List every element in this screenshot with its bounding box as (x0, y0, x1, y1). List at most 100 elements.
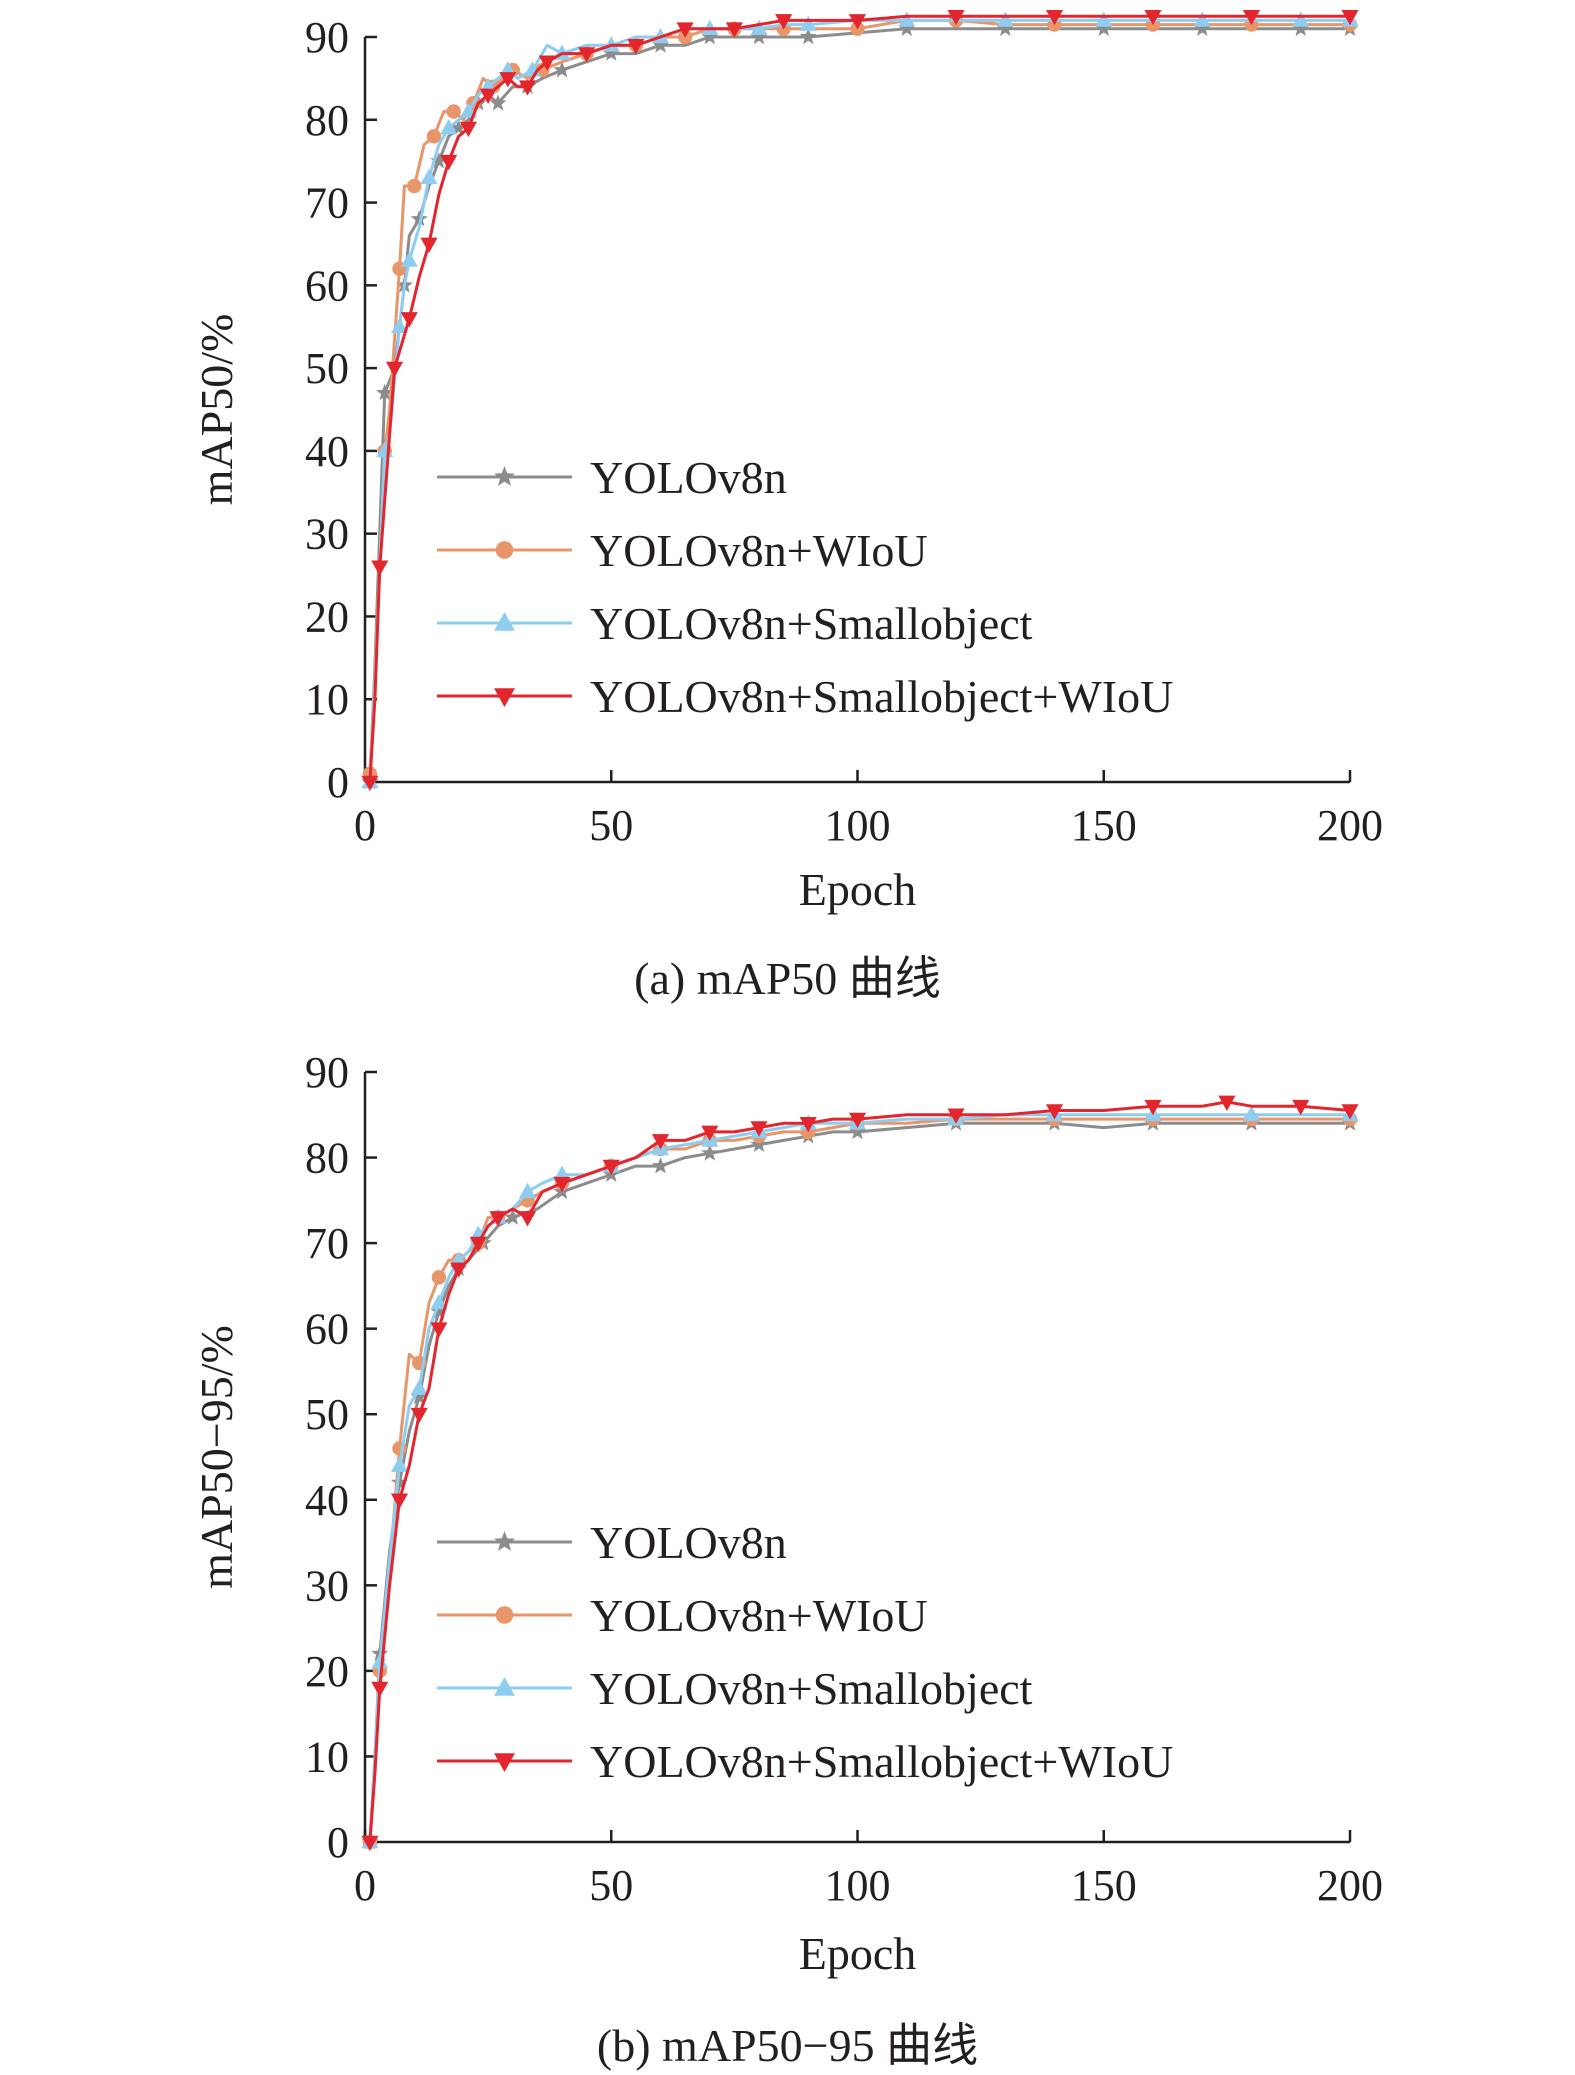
legend-marker (494, 1753, 515, 1772)
x-tick-label: 50 (589, 801, 633, 850)
data-point (1193, 11, 1211, 27)
legend-label: YOLOv8n+WIoU (590, 1590, 928, 1641)
x-tick-label: 50 (589, 1861, 633, 1910)
data-point (390, 317, 409, 334)
y-tick-label: 20 (305, 1647, 349, 1696)
legend-label: YOLOv8n+Smallobject+WIoU (590, 1736, 1173, 1787)
legend-a: YOLOv8n YOLOv8n+WIoU YOLOv8n+Smallobject YO… (437, 452, 1173, 722)
legend-marker (494, 688, 515, 707)
data-point (799, 1117, 817, 1133)
x-tick-label: 150 (1071, 1861, 1137, 1910)
data-point (450, 1262, 468, 1278)
legend-item: YOLOv8n+WIoU (437, 1590, 928, 1641)
y-tick-label: 30 (305, 1561, 349, 1610)
data-point (446, 104, 461, 119)
y-tick-label: 90 (305, 13, 349, 62)
data-point (1242, 1105, 1261, 1122)
data-point (518, 1211, 537, 1227)
data-point (1095, 19, 1113, 36)
y-axis-title: mAP50/% (191, 314, 242, 506)
legend-item: YOLOv8n+Smallobject (437, 1663, 1033, 1714)
data-point (426, 129, 442, 144)
series-yolov8n-smallobject-wiou (361, 1095, 1359, 1851)
y-tick-label: 70 (305, 1219, 349, 1268)
data-point (371, 560, 389, 576)
series-line (368, 14, 1350, 783)
data-point (775, 14, 793, 30)
data-point (430, 1294, 448, 1310)
data-point (499, 72, 517, 88)
x-axis-title: Epoch (799, 864, 917, 915)
legend-item: YOLOv8n (437, 452, 787, 503)
data-point (750, 19, 768, 36)
y-tick-label: 50 (305, 1390, 349, 1439)
legend-label: YOLOv8n (590, 1517, 787, 1568)
mAP50-95-chart: 0 10 20 30 40 50 60 70 80 90 0 50 100 150 200 Epoch mAP5… (191, 1048, 1383, 1979)
data-point (504, 1208, 522, 1225)
data-point (676, 22, 694, 38)
y-tick-label: 60 (305, 1305, 349, 1354)
data-point (361, 775, 379, 791)
data-point (898, 19, 916, 36)
data-point (410, 210, 428, 227)
legend-item: YOLOv8n+Smallobject (437, 598, 1033, 649)
legend-label: YOLOv8n+WIoU (590, 525, 928, 576)
chart-panel-b: 0 10 20 30 40 50 60 70 80 90 0 50 100 150 200 Epoch mAP5… (0, 1034, 1575, 2071)
data-point (430, 1322, 448, 1338)
data-point (1144, 1099, 1162, 1116)
data-point (469, 1236, 487, 1253)
data-point (750, 1135, 768, 1152)
chart-panel-a: 0 10 20 30 40 50 60 70 80 90 0 50 100 150 200 Epoch mAP5… (0, 0, 1575, 1034)
data-point (553, 61, 571, 78)
legend-item: YOLOv8n (437, 1517, 787, 1568)
data-point (489, 1211, 507, 1227)
x-axis-title: Epoch (799, 1928, 917, 1979)
data-point (400, 251, 418, 267)
data-point (459, 121, 477, 138)
data-point (431, 1270, 447, 1285)
data-point (947, 10, 965, 26)
series-yolov8n-smallobject-wiou (361, 10, 1359, 791)
data-point (1292, 19, 1310, 36)
data-point (602, 44, 620, 61)
data-point (400, 312, 418, 328)
x-tick-label: 0 (354, 801, 376, 850)
data-point (553, 1176, 571, 1193)
x-tick-label: 150 (1071, 801, 1137, 850)
data-point (440, 154, 458, 171)
legend-marker (495, 1606, 514, 1624)
legend-label: YOLOv8n+Smallobject (590, 598, 1033, 649)
series-line (368, 18, 1350, 774)
axes-b: 0 10 20 30 40 50 60 70 80 90 0 50 100 150 200 (305, 1048, 1383, 1910)
axes-a: 0 10 20 30 40 50 60 70 80 90 0 50 100 150 200 (305, 13, 1383, 850)
data-point (947, 1108, 965, 1124)
data-point (479, 88, 497, 104)
data-point (361, 1835, 379, 1851)
data-point (376, 383, 394, 401)
y-tick-label: 0 (327, 758, 349, 807)
legend-label: YOLOv8n+Smallobject (590, 1663, 1033, 1714)
y-tick-label: 10 (305, 675, 349, 724)
data-point (1193, 19, 1211, 36)
data-point (750, 28, 768, 45)
y-tick-label: 10 (305, 1732, 349, 1781)
data-point (1242, 10, 1261, 26)
data-point (430, 152, 448, 169)
data-point (848, 1122, 867, 1140)
data-point (1144, 10, 1162, 26)
legend-marker (494, 1531, 515, 1551)
data-point (538, 55, 556, 71)
data-point (848, 14, 867, 30)
data-point (750, 1121, 768, 1137)
series-line (368, 1117, 1350, 1843)
data-point (386, 361, 404, 378)
data-point (1095, 11, 1113, 27)
data-point (701, 1125, 719, 1141)
figure-caption-b: (b) mAP50−95 曲线 (596, 2020, 979, 2071)
series-yolov8n-wiou (362, 13, 1358, 781)
data-point (518, 80, 537, 96)
data-point (1292, 11, 1310, 27)
legend-label: YOLOv8n (590, 452, 787, 503)
y-tick-label: 20 (305, 592, 349, 641)
data-point (799, 15, 817, 31)
